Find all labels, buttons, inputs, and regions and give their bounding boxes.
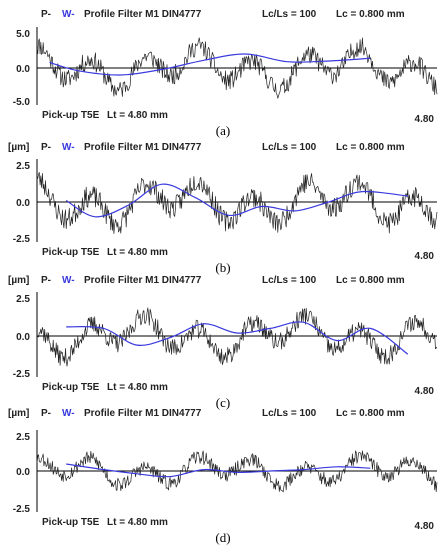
- y-tick-label-0: 5.0: [16, 29, 30, 40]
- y-tick-label-0: 2.5: [16, 161, 30, 172]
- panel-caption: (b): [215, 260, 230, 275]
- y-unit-label: [µm]: [8, 275, 29, 286]
- header-p: P-: [41, 275, 51, 286]
- y-unit-label: [µm]: [8, 408, 29, 419]
- y-tick-label-2: -2.5: [13, 234, 31, 245]
- panel-2: [µm] P- W- Profile Filter M1 DIN4777 Lc/Ls =…: [8, 142, 438, 275]
- y-tick-label-1: 0.0: [16, 198, 30, 209]
- waviness-line: [49, 53, 371, 76]
- profile-line: [36, 172, 438, 234]
- waviness-line: [66, 321, 409, 355]
- panel-caption: (c): [216, 395, 230, 410]
- header-p: P-: [41, 408, 51, 419]
- y-tick-label-2: -5.0: [13, 97, 31, 108]
- panel-caption: (a): [216, 123, 230, 138]
- panel-4: [µm] P- W- Profile Filter M1 DIN4777 Lc/Ls =…: [8, 408, 438, 545]
- pickup-label: Pick-up T5E: [42, 517, 100, 528]
- y-tick-label-2: -2.5: [13, 369, 31, 380]
- panel-3: [µm] P- W- Profile Filter M1 DIN4777 Lc/Ls =…: [8, 275, 438, 410]
- lt-label: Lt = 4.80 mm: [107, 110, 168, 121]
- x-end-label: 4.80: [415, 114, 435, 125]
- y-tick-label-1: 0.0: [16, 332, 30, 343]
- header-p: P-: [41, 9, 51, 20]
- header-lcls: Lc/Ls = 100: [262, 275, 317, 286]
- header-w: W-: [62, 142, 75, 153]
- y-tick-label-1: 0.0: [16, 64, 30, 75]
- header-lc: Lc = 0.800 mm: [336, 408, 405, 419]
- waviness-line: [66, 463, 371, 478]
- header-lcls: Lc/Ls = 100: [262, 142, 317, 153]
- header-lc: Lc = 0.800 mm: [336, 142, 405, 153]
- header-filter: Profile Filter M1 DIN4777: [84, 408, 202, 419]
- y-tick-label-2: -2.5: [13, 504, 31, 515]
- waviness-line: [65, 183, 408, 218]
- header-filter: Profile Filter M1 DIN4777: [84, 142, 202, 153]
- panel-1: P- W- Profile Filter M1 DIN4777 Lc/Ls = 100…: [13, 9, 438, 138]
- profile-line: [36, 307, 438, 367]
- pickup-label: Pick-up T5E: [42, 110, 100, 121]
- y-unit-label: [µm]: [8, 142, 29, 153]
- header-w: W-: [62, 9, 75, 20]
- header-lcls: Lc/Ls = 100: [262, 408, 317, 419]
- x-end-label: 4.80: [415, 521, 435, 532]
- header-filter: Profile Filter M1 DIN4777: [84, 9, 202, 20]
- panel-caption: (d): [215, 530, 230, 545]
- pickup-label: Pick-up T5E: [42, 382, 100, 393]
- y-tick-label-0: 2.5: [16, 432, 30, 443]
- header-lc: Lc = 0.800 mm: [336, 9, 405, 20]
- lt-label: Lt = 4.80 mm: [107, 382, 168, 393]
- header-w: W-: [62, 275, 75, 286]
- pickup-label: Pick-up T5E: [42, 247, 100, 258]
- header-filter: Profile Filter M1 DIN4777: [84, 275, 202, 286]
- header-p: P-: [41, 142, 51, 153]
- header-lcls: Lc/Ls = 100: [262, 9, 317, 20]
- y-tick-label-0: 2.5: [16, 294, 30, 305]
- x-end-label: 4.80: [415, 386, 435, 397]
- lt-label: Lt = 4.80 mm: [107, 517, 168, 528]
- header-lc: Lc = 0.800 mm: [336, 275, 405, 286]
- profile-line: [36, 450, 438, 493]
- y-tick-label-1: 0.0: [16, 467, 30, 478]
- lt-label: Lt = 4.80 mm: [107, 247, 168, 258]
- header-w: W-: [62, 408, 75, 419]
- x-end-label: 4.80: [415, 251, 435, 262]
